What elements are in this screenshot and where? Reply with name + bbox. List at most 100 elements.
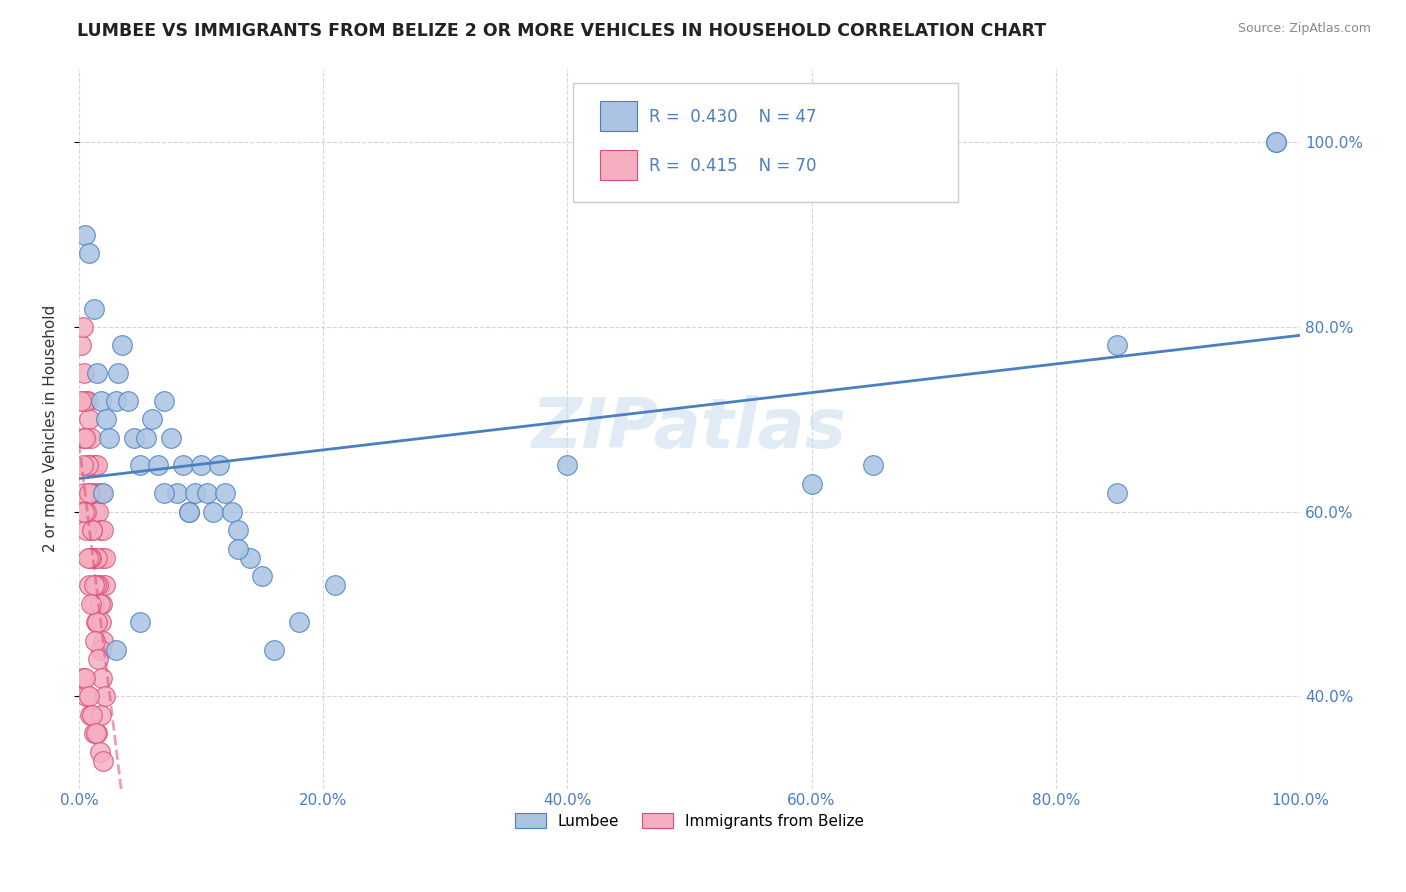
Point <box>208 458 231 473</box>
Text: Source: ZipAtlas.com: Source: ZipAtlas.com <box>1237 22 1371 36</box>
Point <box>263 643 285 657</box>
Point <box>148 458 170 473</box>
Point <box>87 578 110 592</box>
Point <box>82 523 104 537</box>
Point <box>90 393 112 408</box>
Point <box>77 412 100 426</box>
Point <box>79 550 101 565</box>
Point <box>77 486 100 500</box>
Point <box>89 597 111 611</box>
Point <box>80 550 103 565</box>
Point <box>226 523 249 537</box>
Point <box>70 393 93 408</box>
Point <box>239 550 262 565</box>
Point <box>84 726 107 740</box>
Point <box>91 550 114 565</box>
Point <box>93 690 115 704</box>
Point <box>77 246 100 260</box>
Point <box>184 486 207 500</box>
Point <box>202 505 225 519</box>
Point <box>70 338 93 352</box>
Point <box>91 671 114 685</box>
Point <box>91 597 114 611</box>
Point <box>104 393 127 408</box>
Point <box>90 486 112 500</box>
FancyBboxPatch shape <box>600 101 637 131</box>
Point <box>77 578 100 592</box>
Point <box>83 550 105 565</box>
Point <box>177 505 200 519</box>
Point <box>75 431 97 445</box>
Point <box>72 431 94 445</box>
Point <box>93 523 115 537</box>
Point <box>79 458 101 473</box>
Point <box>83 597 105 611</box>
Point <box>98 431 121 445</box>
Point <box>214 486 236 500</box>
Point <box>129 615 152 630</box>
Point <box>82 523 104 537</box>
Point <box>86 458 108 473</box>
Text: ZIPatlas: ZIPatlas <box>531 395 846 462</box>
Point <box>84 486 107 500</box>
Point <box>72 671 94 685</box>
Point <box>72 320 94 334</box>
Point <box>90 615 112 630</box>
Point <box>87 505 110 519</box>
Point <box>89 523 111 537</box>
Point <box>90 643 112 657</box>
Point <box>122 431 145 445</box>
Point <box>77 690 100 704</box>
Point <box>93 486 115 500</box>
FancyBboxPatch shape <box>600 150 637 180</box>
Point <box>287 615 309 630</box>
Point <box>1264 136 1286 150</box>
Point <box>76 458 98 473</box>
Point <box>73 486 96 500</box>
Point <box>73 393 96 408</box>
Point <box>93 550 115 565</box>
Point <box>80 431 103 445</box>
Point <box>221 505 243 519</box>
Point <box>111 338 134 352</box>
Point <box>75 523 97 537</box>
Point <box>75 505 97 519</box>
Point <box>83 726 105 740</box>
Point <box>79 486 101 500</box>
Point <box>250 569 273 583</box>
Point <box>89 578 111 592</box>
Point <box>1105 338 1128 352</box>
Point <box>83 505 105 519</box>
Point <box>195 486 218 500</box>
Point <box>117 393 139 408</box>
Point <box>79 707 101 722</box>
Point <box>89 745 111 759</box>
Point <box>87 652 110 666</box>
Point <box>83 633 105 648</box>
Y-axis label: 2 or more Vehicles in Household: 2 or more Vehicles in Household <box>44 305 58 552</box>
Text: R =  0.430    N = 47: R = 0.430 N = 47 <box>650 108 817 126</box>
Point <box>86 726 108 740</box>
Point <box>76 550 98 565</box>
FancyBboxPatch shape <box>574 83 957 202</box>
Point <box>86 615 108 630</box>
Point <box>557 458 579 473</box>
Point <box>84 615 107 630</box>
Point <box>107 366 129 380</box>
Point <box>800 476 823 491</box>
Point <box>72 458 94 473</box>
Point <box>226 541 249 556</box>
Point <box>1105 486 1128 500</box>
Point <box>73 431 96 445</box>
Point <box>141 412 163 426</box>
Point <box>86 550 108 565</box>
Point <box>177 505 200 519</box>
Point <box>153 393 176 408</box>
Point <box>159 431 181 445</box>
Point <box>83 458 105 473</box>
Point <box>93 754 115 768</box>
Point <box>73 227 96 242</box>
Point <box>75 690 97 704</box>
Point <box>93 578 115 592</box>
Point <box>94 412 117 426</box>
